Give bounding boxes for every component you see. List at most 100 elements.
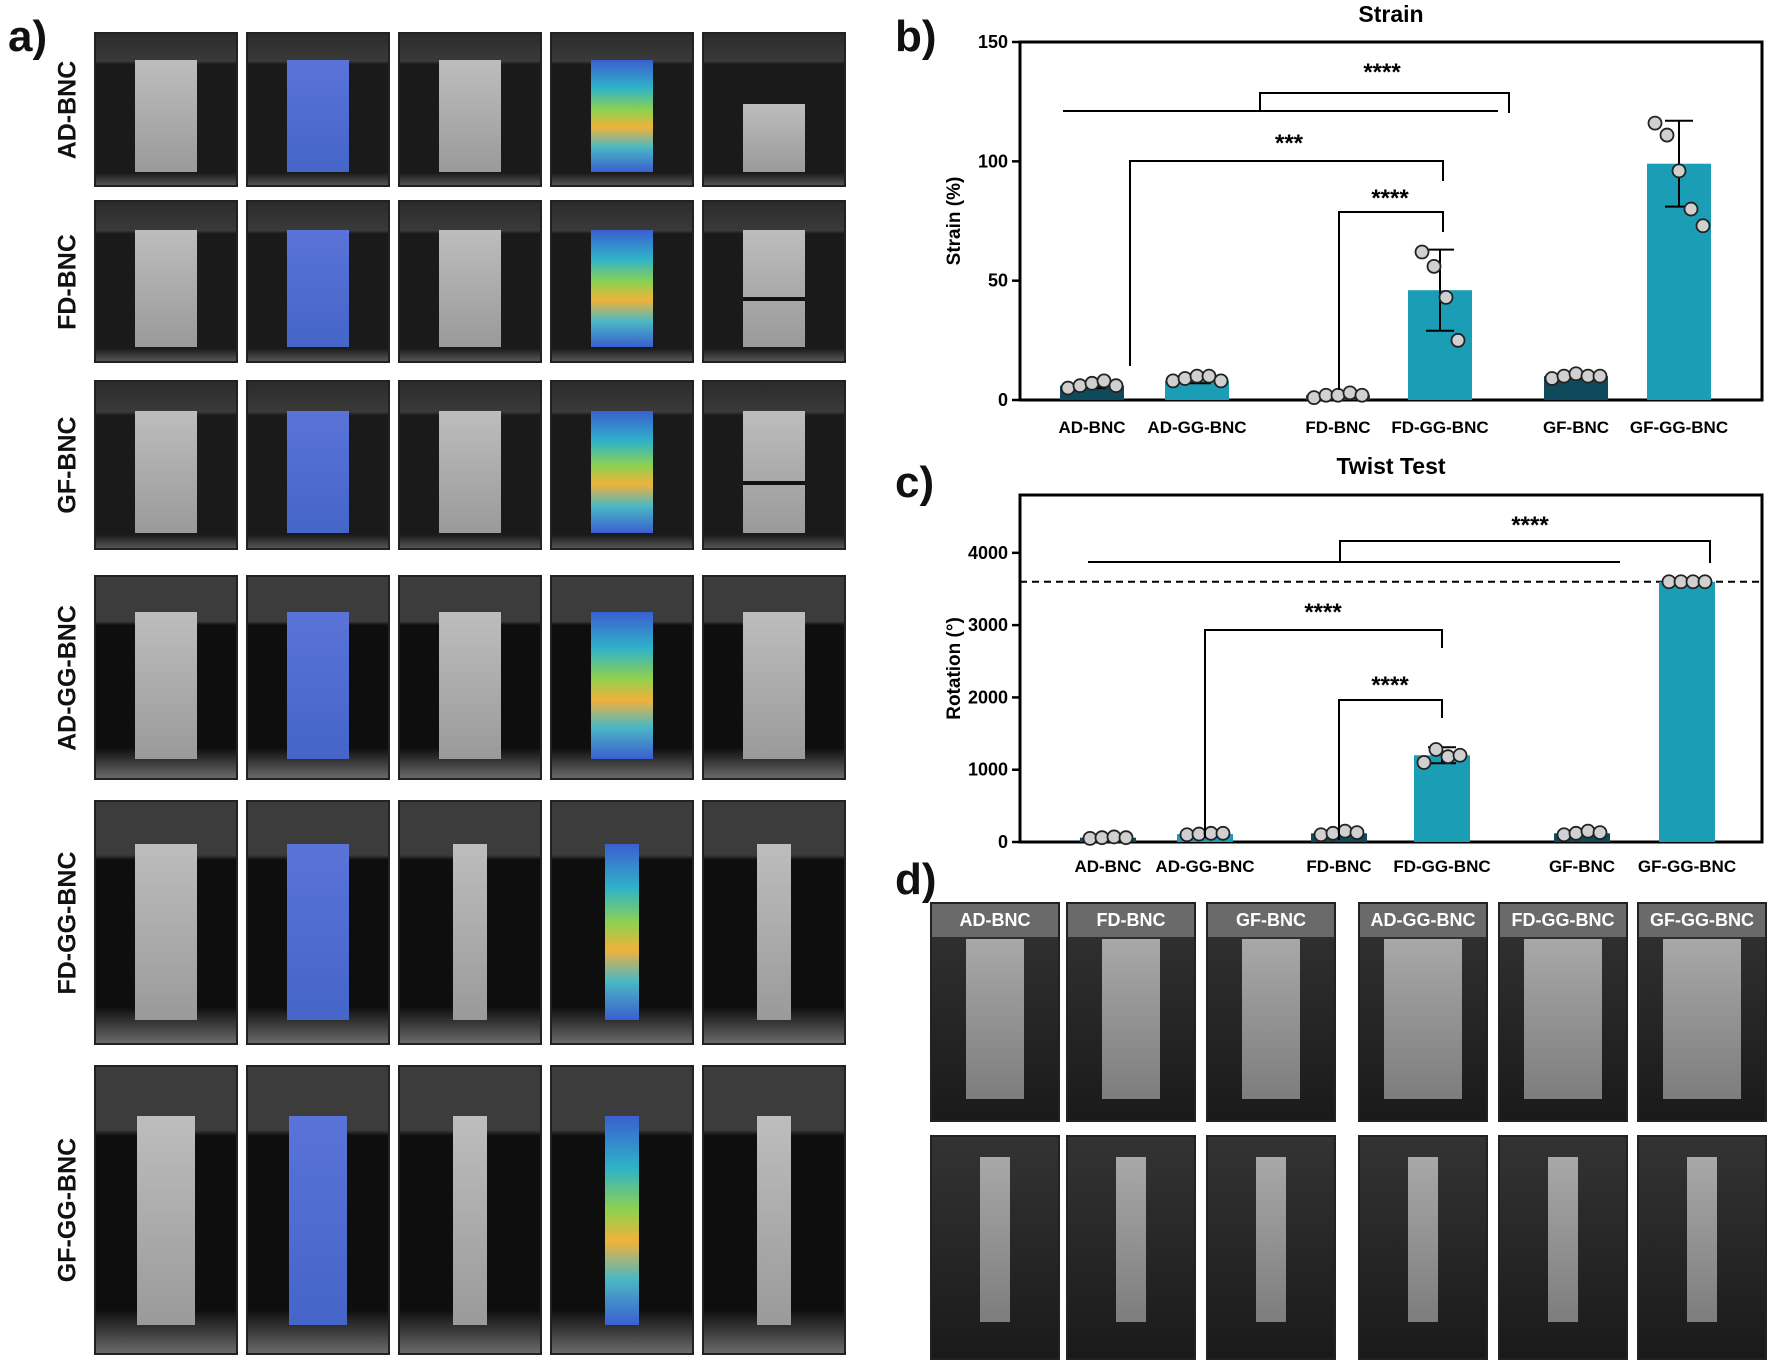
panel-a-image-tile [246, 800, 390, 1045]
data-point [1673, 574, 1689, 590]
data-point [1450, 332, 1466, 348]
y-tick-label: 4000 [968, 543, 1008, 563]
data-point [1189, 368, 1205, 384]
data-point [1683, 201, 1699, 217]
y-tick-label: 3000 [968, 615, 1008, 635]
panel-a-row-label: FD-BNC [53, 233, 82, 330]
panel-d-image-tile [1206, 1135, 1336, 1360]
panel-a-image-tile [398, 200, 542, 363]
panel-d-image-tile [1066, 1135, 1196, 1360]
y-axis-label: Rotation (°) [944, 617, 965, 720]
data-point [1094, 830, 1110, 846]
panel-a-image-tile [550, 575, 694, 780]
panel-d-sample-label: GF-GG-BNC [1639, 904, 1765, 937]
y-tick-label: 2000 [968, 687, 1008, 707]
x-tick-label: FD-GG-BNC [1393, 857, 1490, 876]
data-point [1201, 368, 1217, 384]
x-tick-label: GF-GG-BNC [1638, 857, 1736, 876]
data-point [1213, 373, 1229, 389]
panel-a-image-tile [246, 575, 390, 780]
y-axis-label: Strain (%) [944, 177, 965, 266]
data-point [1084, 375, 1100, 391]
y-tick-label: 0 [998, 390, 1008, 410]
data-point [1215, 825, 1231, 841]
data-point [1580, 823, 1596, 839]
significance-stars: **** [1371, 185, 1409, 212]
x-tick-label: AD-BNC [1058, 418, 1125, 437]
data-point [1428, 742, 1444, 757]
data-point [1414, 244, 1430, 260]
data-point [1203, 825, 1219, 841]
x-tick-label: FD-GG-BNC [1391, 418, 1488, 437]
x-tick-label: GF-GG-BNC [1630, 418, 1728, 437]
x-tick-label: AD-GG-BNC [1147, 418, 1246, 437]
data-point [1082, 830, 1098, 846]
panel-a-image-tile [246, 32, 390, 187]
significance-bracket [1338, 699, 1443, 840]
data-point [1697, 574, 1713, 590]
panel-a-row-label: GF-GG-BNC [53, 1137, 82, 1283]
panel-d-sample-label: FD-GG-BNC [1500, 904, 1626, 937]
data-point [1580, 368, 1596, 384]
data-point [1330, 387, 1346, 403]
y-tick-label: 1000 [968, 760, 1008, 780]
data-point [1318, 387, 1334, 403]
chart-title: Strain [1358, 1, 1423, 27]
panel-d-image-tile [1358, 1135, 1488, 1360]
data-point [1556, 827, 1572, 843]
data-point [1568, 366, 1584, 382]
data-point [1179, 827, 1195, 843]
data-point [1354, 387, 1370, 403]
panel-d-image-tile [1637, 1135, 1767, 1360]
data-point [1349, 825, 1365, 841]
panel-d-image-tile: AD-GG-BNC [1358, 902, 1488, 1122]
data-point [1191, 826, 1207, 842]
data-point [1568, 825, 1584, 841]
panel-a-image-tile [246, 1065, 390, 1355]
chart-title: Twist Test [1336, 453, 1445, 479]
panel-a-image-tile [246, 380, 390, 550]
panel-d-image-tile: FD-BNC [1066, 902, 1196, 1122]
bar [1554, 833, 1610, 842]
panel-a-image-tile [398, 32, 542, 187]
y-tick-label: 100 [978, 151, 1008, 171]
data-point [1416, 755, 1432, 770]
y-tick-label: 150 [978, 32, 1008, 52]
data-point [1325, 825, 1341, 841]
data-point [1592, 825, 1608, 841]
data-point [1313, 827, 1329, 843]
panel-a-image-tile [94, 1065, 238, 1355]
panel-d-letter: d) [895, 855, 937, 904]
panel-a-image-tile [398, 380, 542, 550]
x-tick-label: FD-BNC [1305, 418, 1370, 437]
panel-a-image-tile [702, 32, 846, 187]
panel-d-sample-label: AD-GG-BNC [1360, 904, 1486, 937]
data-point [1108, 378, 1124, 394]
data-point [1118, 830, 1134, 846]
data-point [1342, 385, 1358, 401]
panel-a-image-tile [398, 800, 542, 1045]
panel-d-image-tile: GF-GG-BNC [1637, 902, 1767, 1122]
data-point [1685, 574, 1701, 590]
data-point [1306, 390, 1322, 406]
x-tick-label: GF-BNC [1543, 418, 1609, 437]
plot-frame [1018, 493, 1764, 844]
panel-d-image-tile: AD-BNC [930, 902, 1060, 1122]
data-point [1452, 747, 1468, 763]
data-point [1106, 829, 1122, 845]
panel-a-image-tile [702, 800, 846, 1045]
panel-a-image-tile [550, 380, 694, 550]
panel-a-image-tile [550, 32, 694, 187]
panel-d-image-tile: FD-GG-BNC [1498, 902, 1628, 1122]
data-point [1647, 115, 1663, 131]
panel-a-row-label: AD-GG-BNC [53, 604, 82, 751]
panel-a-image-tile [702, 1065, 846, 1355]
panel-a-image-tile [94, 200, 238, 363]
data-point [1337, 823, 1353, 839]
data-point [1659, 127, 1675, 143]
panel-a-image-tile [550, 200, 694, 363]
panel-a-row-label: AD-BNC [53, 60, 82, 159]
data-point [1072, 378, 1088, 394]
panel-d-sample-label: AD-BNC [932, 904, 1058, 937]
panel-a-image-tile [94, 575, 238, 780]
